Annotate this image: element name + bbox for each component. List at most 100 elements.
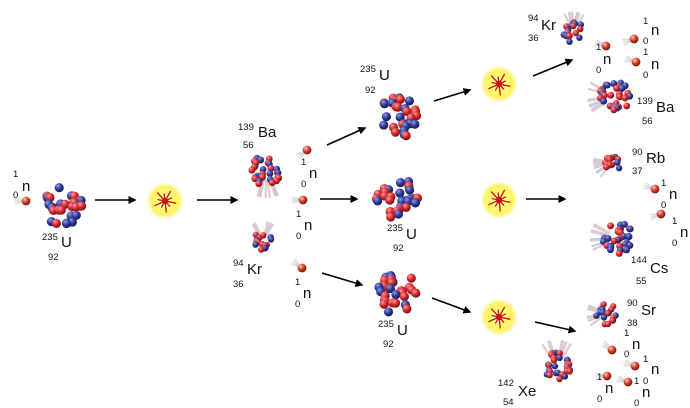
neutron-gen3-d bbox=[643, 182, 660, 194]
arrow-to-flash-top bbox=[433, 88, 472, 102]
mass-number: 235 bbox=[378, 319, 394, 330]
atomic-number: 56 bbox=[642, 116, 653, 127]
mass-number: 1 bbox=[634, 376, 639, 387]
mass-number: 144 bbox=[631, 255, 647, 266]
ba139-nucleus-gen1 bbox=[248, 154, 283, 199]
fission-flashes bbox=[146, 65, 518, 336]
element-symbol: n bbox=[680, 224, 688, 241]
arrow-to-products-top bbox=[532, 58, 574, 77]
element-symbol: n bbox=[651, 22, 659, 39]
arrow-to-flash-bot bbox=[431, 297, 472, 314]
mass-number: 94 bbox=[528, 13, 539, 24]
neutron-gen1-c bbox=[290, 258, 307, 273]
sr90-nucleus-gen3 bbox=[586, 301, 619, 328]
element-symbol: U bbox=[406, 226, 417, 243]
atomic-number: 56 bbox=[243, 140, 254, 151]
label-neutron-gen3-c: 1 0 n bbox=[643, 47, 659, 81]
element-symbol: Rb bbox=[646, 150, 665, 167]
element-symbol: n bbox=[603, 51, 611, 68]
arrow-to-products-bot bbox=[534, 321, 577, 334]
mass-number: 142 bbox=[498, 378, 514, 389]
atomic-number: 54 bbox=[503, 397, 514, 408]
label-u235-gen2-top: 235 92 U bbox=[360, 64, 390, 96]
nuclei bbox=[42, 11, 634, 383]
label-neutron-gen3-b: 1 0 n bbox=[596, 42, 611, 76]
u235-nucleus-gen2-top bbox=[379, 93, 422, 141]
element-symbol: Kr bbox=[541, 17, 556, 34]
atomic-number: 0 bbox=[643, 36, 648, 47]
label-neutron-gen3-f: 1 0 n bbox=[624, 328, 640, 360]
neutron-incoming bbox=[14, 196, 31, 206]
mass-number: 1 bbox=[596, 42, 601, 53]
fission-flash-icon bbox=[480, 65, 518, 103]
atomic-number: 92 bbox=[393, 243, 404, 254]
atomic-number: 0 bbox=[624, 349, 629, 360]
mass-number: 235 bbox=[360, 64, 376, 75]
mass-number: 1 bbox=[295, 277, 300, 288]
neutron-gen3-h bbox=[595, 371, 612, 381]
ba139-nucleus-gen3 bbox=[587, 79, 634, 114]
mass-number: 139 bbox=[637, 96, 653, 107]
element-symbol: Kr bbox=[247, 261, 262, 278]
mass-number: 1 bbox=[672, 216, 677, 227]
fission-flash-icon bbox=[480, 298, 518, 336]
element-symbol: U bbox=[379, 67, 390, 84]
atomic-number: 92 bbox=[383, 339, 394, 350]
element-symbol: n bbox=[309, 165, 317, 182]
u235-nucleus-gen2-mid bbox=[371, 177, 423, 222]
mass-number: 1 bbox=[643, 354, 648, 365]
label-neutron-gen1-a: 1 0 n bbox=[301, 157, 317, 190]
label-neutron-gen3-e: 1 0 n bbox=[672, 216, 688, 249]
mass-number: 1 bbox=[624, 328, 629, 339]
element-symbol: Sr bbox=[641, 302, 656, 319]
u235-nucleus-gen2-bot bbox=[374, 270, 421, 317]
neutron-gen3-a bbox=[622, 34, 639, 46]
element-symbol: Ba bbox=[258, 124, 277, 141]
neutron-gen1-a bbox=[295, 145, 312, 160]
mass-number: 235 bbox=[42, 232, 58, 243]
neutron-gen3-g bbox=[623, 359, 640, 371]
mass-number: 1 bbox=[661, 178, 666, 189]
neutron-gen3-f bbox=[600, 340, 617, 355]
neutron-gen3-e bbox=[649, 209, 666, 221]
arrow-to-u235-bot bbox=[321, 272, 364, 287]
label-u235-gen2-bot: 235 92 U bbox=[378, 319, 408, 350]
element-symbol: U bbox=[397, 322, 408, 339]
label-incoming-neutron: 1 0 n bbox=[13, 169, 30, 201]
atomic-number: 92 bbox=[48, 252, 59, 263]
element-symbol: n bbox=[651, 361, 659, 378]
label-cs144-gen3: 144 55 Cs bbox=[631, 255, 668, 287]
mass-number: 1 bbox=[597, 372, 602, 383]
atomic-number: 36 bbox=[233, 279, 244, 290]
element-symbol: Xe bbox=[518, 383, 536, 400]
atomic-number: 0 bbox=[295, 299, 300, 310]
label-rb90-gen3: 90 37 Rb bbox=[632, 147, 665, 177]
mass-number: 139 bbox=[238, 122, 254, 133]
mass-number: 1 bbox=[296, 209, 301, 220]
atomic-number: 0 bbox=[634, 398, 639, 408]
atomic-number: 0 bbox=[13, 190, 18, 201]
element-symbol: n bbox=[22, 178, 30, 195]
label-ba139-gen1: 139 56 Ba bbox=[238, 122, 277, 151]
cs144-nucleus-gen3 bbox=[589, 220, 634, 257]
atomic-number: 0 bbox=[672, 238, 677, 249]
label-neutron-gen3-h: 1 0 n bbox=[597, 372, 613, 405]
atomic-number: 0 bbox=[597, 394, 602, 405]
label-neutron-gen3-i: 1 0 n bbox=[634, 376, 650, 408]
motion-trail bbox=[589, 223, 610, 251]
atomic-number: 0 bbox=[596, 65, 601, 76]
atomic-number: 36 bbox=[528, 33, 539, 44]
atomic-number: 55 bbox=[636, 276, 647, 287]
element-symbol: n bbox=[304, 217, 312, 234]
element-symbol: U bbox=[61, 234, 72, 251]
atomic-number: 37 bbox=[632, 166, 643, 177]
atomic-number: 0 bbox=[661, 200, 666, 211]
label-neutron-gen1-b: 1 0 n bbox=[296, 209, 312, 242]
kr94-nucleus-gen3 bbox=[560, 11, 585, 45]
atomic-number: 38 bbox=[627, 318, 638, 329]
fission-flash-icon bbox=[480, 181, 518, 219]
arrow-to-u235-top bbox=[326, 127, 367, 146]
atomic-number: 0 bbox=[643, 70, 648, 81]
element-symbol: n bbox=[605, 380, 613, 397]
